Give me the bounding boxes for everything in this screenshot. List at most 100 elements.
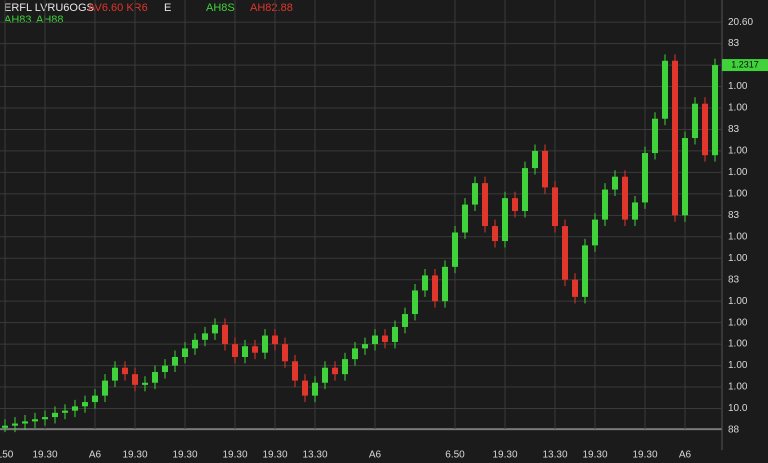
- candle-body: [452, 232, 458, 267]
- y-tick-label: 88: [728, 425, 740, 436]
- y-tick-label: 1.00: [728, 167, 748, 178]
- x-tick-label: A6: [679, 450, 692, 461]
- candle-body: [152, 372, 158, 383]
- x-tick-label: 19.30: [262, 450, 287, 461]
- candle-body: [302, 380, 308, 396]
- candle-body: [352, 348, 358, 360]
- candle-body: [522, 168, 528, 212]
- candle-body: [332, 367, 338, 375]
- header-text: AH8S: [206, 2, 235, 14]
- candle-body: [472, 183, 478, 205]
- candle-body: [192, 339, 198, 349]
- y-tick-label: 83: [728, 210, 740, 221]
- candle-body: [12, 423, 18, 426]
- candle-body: [222, 324, 228, 345]
- x-tick-label: A6: [89, 450, 102, 461]
- candle-body: [182, 348, 188, 357]
- candle-body: [92, 395, 98, 403]
- candle-body: [262, 335, 268, 353]
- candle-body: [672, 60, 678, 216]
- header-text: AH82.88: [250, 2, 293, 14]
- candle-body: [162, 365, 168, 373]
- candle-body: [552, 187, 558, 227]
- candle-body: [72, 406, 78, 411]
- candle-body: [402, 314, 408, 327]
- candle-body: [392, 326, 398, 342]
- candle-body: [42, 417, 48, 420]
- candle-body: [622, 176, 628, 220]
- candle-body: [62, 410, 68, 413]
- header-text: E: [164, 2, 171, 14]
- x-tick-label: 19.30: [492, 450, 517, 461]
- candle-body: [32, 419, 38, 422]
- x-tick-label: 19.30: [172, 450, 197, 461]
- y-tick-label: 1.00: [728, 188, 748, 199]
- candle-body: [502, 198, 508, 242]
- candle-body: [242, 346, 248, 357]
- candle-body: [532, 150, 538, 169]
- candle-body: [312, 382, 318, 396]
- candle-body: [102, 380, 108, 396]
- candle-body: [542, 150, 548, 188]
- y-tick-label: 10.0: [728, 403, 748, 414]
- last-price-label: 1.2317: [731, 59, 759, 69]
- candle-body: [22, 421, 28, 424]
- candle-body: [682, 138, 688, 216]
- candle-body: [212, 324, 218, 334]
- y-tick-label: 1.00: [728, 360, 748, 371]
- candle-body: [202, 333, 208, 340]
- y-tick-label: 1.00: [728, 382, 748, 393]
- candle-body: [562, 226, 568, 280]
- candle-body: [2, 425, 8, 428]
- candle-body: [362, 344, 368, 349]
- y-tick-label: 1.00: [728, 231, 748, 242]
- candle-body: [82, 402, 88, 407]
- y-tick-label: 1.00: [728, 253, 748, 264]
- candle-body: [462, 204, 468, 233]
- candle-body: [702, 103, 708, 156]
- candle-body: [412, 290, 418, 315]
- candle-body: [342, 359, 348, 375]
- candle-body: [122, 367, 128, 375]
- candle-body: [232, 344, 238, 357]
- x-tick-label: 13.30: [542, 450, 567, 461]
- x-tick-label: 19.30: [122, 450, 147, 461]
- candle-body: [662, 60, 668, 119]
- y-tick-label: 1.00: [728, 339, 748, 350]
- y-tick-label: 83: [728, 124, 740, 135]
- candle-body: [322, 367, 328, 383]
- candle-body: [642, 153, 648, 203]
- x-tick-label: A6: [369, 450, 382, 461]
- candle-body: [272, 335, 278, 345]
- candle-body: [432, 275, 438, 302]
- x-tick-label: 13.30: [302, 450, 327, 461]
- y-tick-label: 20.60: [728, 17, 753, 28]
- candle-body: [592, 219, 598, 246]
- subheader-text: AH88: [36, 14, 64, 26]
- candle-body: [582, 245, 588, 297]
- candle-body: [602, 189, 608, 220]
- last-price-box: [722, 59, 768, 72]
- candle-body: [292, 361, 298, 381]
- candle-body: [422, 275, 428, 291]
- candle-body: [142, 382, 148, 385]
- header-text: ERFL LVRU6OGS: [4, 2, 94, 14]
- y-tick-label: 1.00: [728, 317, 748, 328]
- candle-body: [52, 412, 58, 418]
- header-text: AV6.60 KR6: [88, 2, 148, 14]
- y-tick-label: 1.00: [728, 103, 748, 114]
- candle-body: [282, 344, 288, 362]
- candle-body: [372, 335, 378, 345]
- candle-body: [512, 198, 518, 212]
- x-tick-label: 6.50: [445, 450, 465, 461]
- candle-body: [382, 335, 388, 342]
- y-tick-label: 1.00: [728, 296, 748, 307]
- candle-body: [612, 176, 618, 190]
- subheader-text: AH83: [4, 14, 32, 26]
- candle-body: [482, 183, 488, 227]
- candle-body: [252, 346, 258, 353]
- candle-body: [172, 356, 178, 366]
